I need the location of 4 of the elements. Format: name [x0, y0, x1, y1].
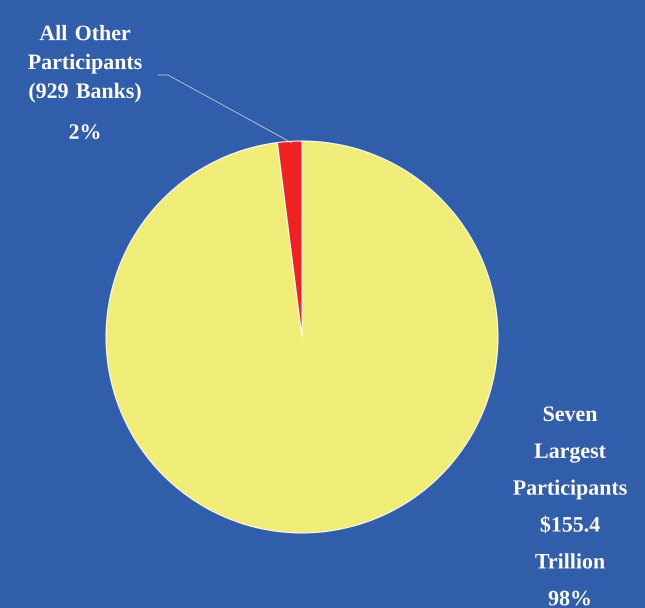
- slice-label: All Other Participants (929 Banks): [28, 24, 142, 103]
- data-label: 2%: [69, 124, 100, 140]
- slice-label: Seven Largest Participants $155.4 Trillion: [513, 406, 627, 569]
- data-label: 98%: [548, 590, 590, 606]
